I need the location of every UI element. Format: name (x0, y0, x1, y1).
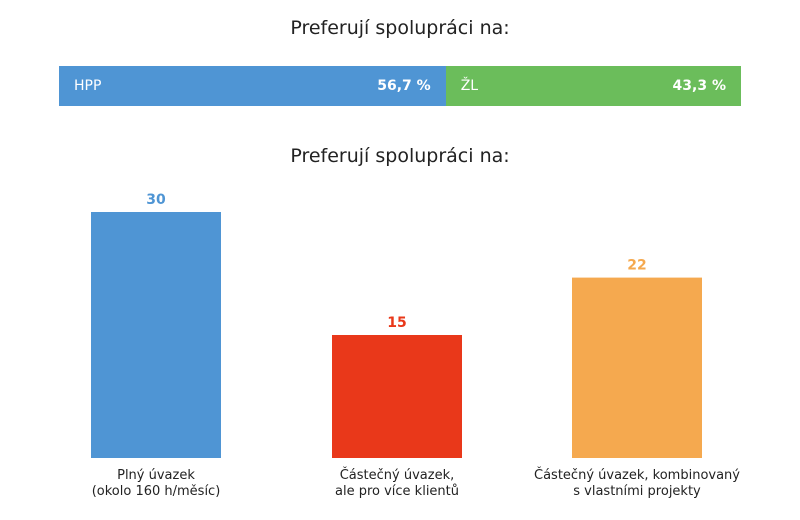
category-label: Plný úvazek (okolo 160 h/měsíc) (91, 468, 221, 499)
category-label: Částečný úvazek, kombinovaný s vlastními… (534, 468, 740, 499)
category-label: Částečný úvazek, ale pro více klientů (334, 468, 459, 499)
bar-value-label: 15 (387, 315, 406, 331)
bar (332, 335, 462, 458)
stacked-chart-title: Preferují spolupráci na: (290, 17, 510, 39)
segment-label-hpp: HPP (74, 78, 102, 94)
bar (572, 277, 702, 458)
segment-value-hpp: 56,7 % (377, 78, 431, 94)
stacked-segment-zl: ŽL 43,3 % (445, 66, 741, 106)
stacked-segment-hpp: HPP 56,7 % (59, 66, 446, 106)
stacked-bar: HPP 56,7 % ŽL 43,3 % (59, 66, 741, 106)
segment-value-zl: 43,3 % (672, 78, 726, 94)
segment-label-zl: ŽL (460, 78, 479, 94)
bar-value-label: 30 (146, 192, 166, 208)
bar-chart-title: Preferují spolupráci na: (290, 145, 510, 167)
bar-value-label: 22 (627, 258, 646, 274)
bar (91, 212, 221, 458)
